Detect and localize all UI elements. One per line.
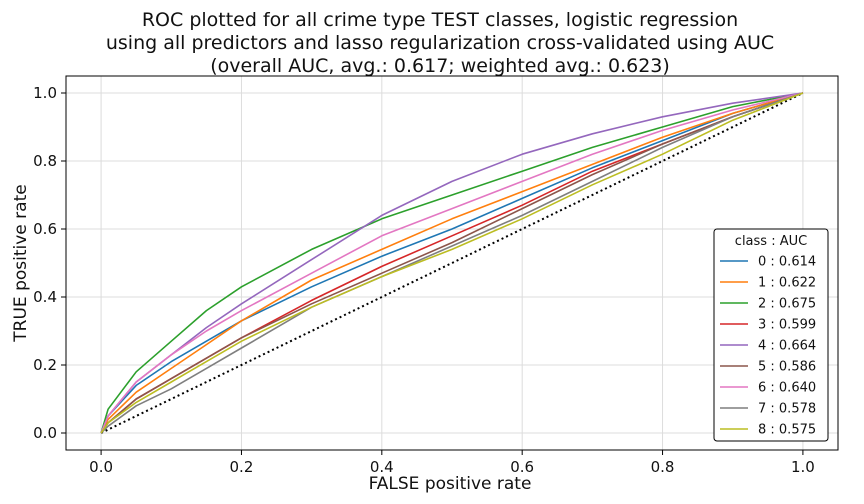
x-tick-label: 0.6 bbox=[510, 458, 534, 476]
x-tick-label: 0.4 bbox=[370, 458, 394, 476]
chart-title-line-1: ROC plotted for all crime type TEST clas… bbox=[142, 9, 738, 31]
legend-entry-class-4: 4 : 0.664 bbox=[758, 339, 816, 354]
y-tick-label: 0.2 bbox=[33, 356, 57, 374]
legend-entry-class-3: 3 : 0.599 bbox=[758, 318, 816, 333]
roc-curve-class-6 bbox=[100, 92, 804, 434]
legend-title: class : AUC bbox=[735, 234, 807, 249]
y-tick-label: 0.0 bbox=[33, 424, 57, 442]
legend-entry-class-8: 8 : 0.575 bbox=[758, 423, 816, 438]
x-tick-label: 0.2 bbox=[230, 458, 254, 476]
chart-title-line-3: (overall AUC, avg.: 0.617; weighted avg.… bbox=[210, 55, 670, 77]
chance-diagonal-line bbox=[100, 92, 804, 434]
x-axis-label: FALSE positive rate bbox=[369, 474, 532, 494]
chart-title: ROC plotted for all crime type TEST clas… bbox=[106, 9, 774, 77]
x-tick-label: 0.0 bbox=[89, 458, 113, 476]
roc-curve-class-2 bbox=[100, 92, 804, 434]
plot-series bbox=[100, 92, 804, 434]
chart-title-line-2: using all predictors and lasso regulariz… bbox=[106, 32, 774, 54]
roc-curve-class-1 bbox=[100, 92, 804, 434]
legend-entry-class-1: 1 : 0.622 bbox=[758, 276, 816, 291]
legend-entry-class-7: 7 : 0.578 bbox=[758, 402, 816, 417]
legend-entry-class-6: 6 : 0.640 bbox=[758, 381, 816, 396]
y-tick-label: 0.6 bbox=[33, 220, 57, 238]
legend-entry-class-0: 0 : 0.614 bbox=[758, 255, 816, 270]
x-axis-ticks: 0.0 0.2 0.4 0.6 0.8 1.0 bbox=[89, 450, 815, 476]
legend-entry-class-2: 2 : 0.675 bbox=[758, 297, 816, 312]
y-tick-label: 0.8 bbox=[33, 152, 57, 170]
x-tick-label: 0.8 bbox=[651, 458, 675, 476]
roc-curve-class-0 bbox=[100, 92, 804, 434]
y-tick-label: 0.4 bbox=[33, 288, 57, 306]
y-axis-label: TRUE positive rate bbox=[11, 184, 31, 342]
y-tick-label: 1.0 bbox=[33, 84, 57, 102]
legend: class : AUC 0 : 0.614 1 : 0.622 2 : 0.675 3… bbox=[713, 228, 829, 442]
roc-curve-class-5 bbox=[100, 92, 804, 434]
legend-entry-class-5: 5 : 0.586 bbox=[758, 360, 816, 375]
roc-curve-class-8 bbox=[100, 92, 804, 434]
x-tick-label: 1.0 bbox=[791, 458, 815, 476]
plot-frame bbox=[65, 75, 839, 451]
y-axis-ticks: 0.0 0.2 0.4 0.6 0.8 1.0 bbox=[33, 84, 66, 442]
